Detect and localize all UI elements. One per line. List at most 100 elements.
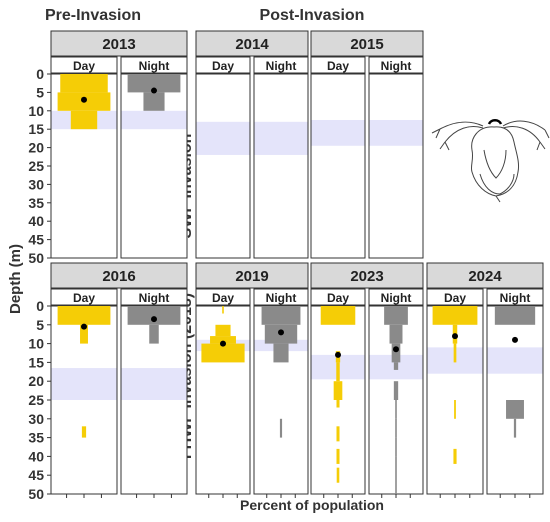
night-depth-bar (389, 324, 403, 344)
day-depth-bar (333, 381, 343, 400)
night-strip (120, 56, 188, 74)
day-depth-bar (336, 362, 340, 382)
night-strip (120, 288, 188, 306)
day-strip-label: Day (73, 59, 95, 73)
thermocline-band (121, 110, 187, 130)
y-axis-title: Depth (m) (7, 244, 24, 314)
day-depth-bar (336, 467, 340, 483)
year-label: 2013 (102, 36, 135, 53)
day-depth-bar (215, 324, 231, 337)
day-strip-label: Day (444, 291, 466, 305)
thermocline-band (254, 121, 308, 155)
day-plot-frame (310, 73, 366, 259)
day-depth-bar (454, 400, 456, 419)
day-strip (310, 288, 366, 306)
y-tick-label: 25 (28, 392, 44, 408)
night-strip (253, 288, 309, 306)
day-depth-bar (80, 324, 88, 344)
day-depth-bar (432, 306, 478, 325)
night-depth-bar (149, 324, 159, 344)
night-plot-frame (253, 73, 309, 259)
year-label: 2019 (235, 268, 268, 285)
year-label: 2024 (468, 268, 502, 285)
day-depth-bar (336, 400, 340, 408)
day-mean-point (81, 96, 87, 103)
day-depth-bar (60, 74, 108, 93)
night-plot-frame (368, 73, 424, 259)
y-tick-label: 20 (28, 140, 44, 156)
day-mean-point (81, 323, 87, 330)
y-tick-label: 5 (36, 84, 44, 100)
y-tick-label: 45 (28, 467, 44, 483)
thermocline-band (311, 120, 365, 146)
night-strip-label: Night (500, 291, 531, 305)
day-depth-bar (336, 426, 340, 442)
y-tick-label: 10 (28, 336, 44, 352)
y-tick-label: 15 (28, 354, 44, 370)
x-axis-title: Percent of population (240, 497, 384, 513)
day-mean-point (452, 333, 458, 340)
night-strip-label: Night (381, 59, 412, 73)
day-mean-point (335, 351, 341, 358)
y-axis-top: 0 5 10 15 20 25 30 35 40 45 50 (28, 66, 51, 266)
day-depth-bar (201, 343, 245, 363)
y-tick-label: 50 (28, 486, 44, 502)
daphnia-illustration (431, 119, 550, 203)
y-tick-label: 5 (36, 317, 44, 333)
day-strip (50, 56, 118, 74)
day-depth-bar (210, 336, 236, 344)
year-strip (50, 262, 188, 289)
year-strip (426, 262, 544, 289)
night-depth-bar (395, 437, 397, 457)
year-strip (195, 262, 309, 289)
header-post-invasion: Post-Invasion (260, 7, 365, 24)
night-strip-label: Night (266, 291, 297, 305)
year-label: 2015 (350, 36, 383, 53)
thermocline-band (369, 120, 423, 146)
y-tick-label: 40 (28, 448, 44, 464)
y-tick-label: 30 (28, 411, 44, 427)
day-strip-label: Day (212, 291, 234, 305)
night-depth-bar (127, 74, 181, 93)
thermocline-band (487, 347, 543, 374)
day-depth-bar (70, 110, 98, 130)
day-strip (310, 56, 366, 74)
day-strip-label: Day (327, 59, 349, 73)
y-tick-label: 45 (28, 232, 44, 248)
night-mean-point (151, 87, 157, 94)
night-depth-bar (261, 306, 301, 325)
night-depth-bar (395, 418, 397, 438)
night-depth-bar (393, 362, 399, 370)
y-tick-label: 35 (28, 430, 44, 446)
night-strip (368, 56, 424, 74)
year-strip (310, 30, 424, 57)
night-strip (486, 288, 544, 306)
y-tick-label: 40 (28, 213, 44, 229)
year-label: 2014 (235, 36, 269, 53)
night-depth-bar (513, 418, 517, 438)
night-depth-bar (143, 92, 165, 111)
y-tick-label: 50 (28, 250, 44, 266)
thermocline-band (51, 368, 117, 400)
night-strip (368, 288, 424, 306)
day-strip (426, 288, 484, 306)
night-depth-bar (384, 306, 408, 325)
day-depth-bar (320, 306, 356, 325)
y-tick-label: 10 (28, 103, 44, 119)
day-depth-bar (222, 306, 224, 314)
night-depth-bar (273, 343, 289, 363)
day-depth-bar (453, 448, 457, 464)
header-pre-invasion: Pre-Invasion (45, 7, 141, 24)
y-axis-bottom: 0 5 10 15 20 25 30 35 40 45 50 (28, 298, 51, 502)
night-strip-label: Night (381, 291, 412, 305)
day-strip (195, 288, 251, 306)
night-strip (253, 56, 309, 74)
y-tick-label: 20 (28, 373, 44, 389)
panel-2016: 2016 Day Night (50, 262, 188, 498)
